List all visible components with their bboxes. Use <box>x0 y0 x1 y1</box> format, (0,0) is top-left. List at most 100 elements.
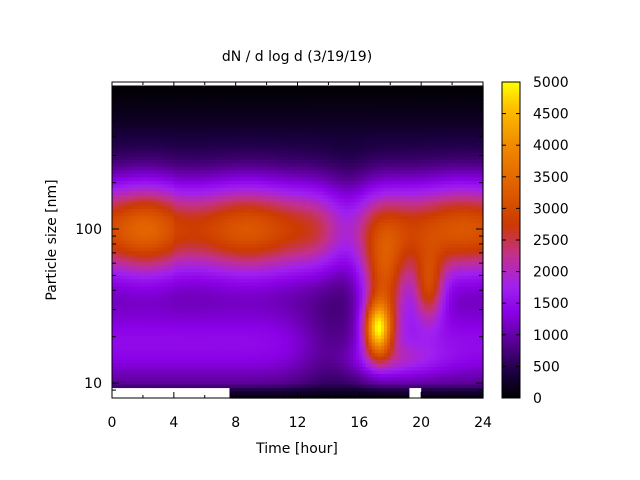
heatmap-cell <box>248 282 252 287</box>
heatmap-cell <box>226 208 231 213</box>
heatmap-cell <box>161 138 166 143</box>
heatmap-cell <box>266 359 271 364</box>
heatmap-cell <box>232 99 237 104</box>
heatmap-cell <box>217 120 221 125</box>
heatmap-cell <box>142 183 147 188</box>
heatmap-cell <box>118 131 122 136</box>
heatmap-cell <box>207 331 212 336</box>
heatmap-cell <box>201 292 206 297</box>
heatmap-cell <box>275 348 280 353</box>
heatmap-cell <box>176 292 181 297</box>
heatmap-cell <box>195 292 200 297</box>
heatmap-cell <box>269 313 274 318</box>
heatmap-cell <box>186 110 190 115</box>
heatmap-cell <box>158 303 163 308</box>
heatmap-cell <box>180 113 184 118</box>
heatmap-cell <box>195 334 200 339</box>
heatmap-cell <box>226 327 231 332</box>
heatmap-cell <box>133 341 138 346</box>
heatmap-cell <box>164 334 169 339</box>
heatmap-cell <box>164 296 169 301</box>
heatmap-cell <box>170 152 175 157</box>
heatmap-cell <box>170 204 175 209</box>
heatmap-cell <box>269 390 274 396</box>
heatmap-cell <box>254 345 258 350</box>
heatmap-cell <box>214 380 218 385</box>
heatmap-cell <box>112 299 116 304</box>
heatmap-cell <box>207 243 212 248</box>
heatmap-cell <box>238 310 243 315</box>
heatmap-cell <box>195 380 200 385</box>
heatmap-cell <box>176 152 181 157</box>
heatmap-cell <box>167 334 172 339</box>
heatmap-cell <box>158 166 163 171</box>
heatmap-cell <box>235 296 240 301</box>
heatmap-cell <box>226 201 231 206</box>
heatmap-cell <box>127 131 132 136</box>
heatmap-cell <box>229 162 234 167</box>
heatmap-cell <box>118 338 122 343</box>
heatmap-cell <box>229 320 234 325</box>
heatmap-cell <box>115 306 119 311</box>
heatmap-cell <box>285 120 289 125</box>
heatmap-cell <box>251 187 255 192</box>
heatmap-cell <box>282 240 286 245</box>
heatmap-cell <box>195 190 200 195</box>
heatmap-cell <box>180 85 184 90</box>
heatmap-cell <box>214 124 218 129</box>
heatmap-cell <box>139 176 144 181</box>
heatmap-cell <box>257 218 261 224</box>
heatmap-cell <box>130 120 135 125</box>
heatmap-cell <box>269 278 274 283</box>
heatmap-cell <box>263 85 268 90</box>
heatmap-cell <box>275 134 280 139</box>
heatmap-cell <box>149 166 153 171</box>
heatmap-cell <box>161 338 166 343</box>
heatmap-cell <box>189 169 193 174</box>
heatmap-cell <box>251 204 255 209</box>
heatmap-cell <box>152 148 156 153</box>
heatmap-cell <box>183 257 187 262</box>
heatmap-cell <box>269 99 274 104</box>
heatmap-cell <box>214 110 218 115</box>
heatmap-cell <box>272 264 277 269</box>
heatmap-cell <box>180 89 184 94</box>
heatmap-cell <box>244 338 249 343</box>
heatmap-cell <box>192 320 197 325</box>
heatmap-cell <box>204 215 209 220</box>
heatmap-cell <box>248 180 252 185</box>
heatmap-cell <box>275 268 280 273</box>
heatmap-cell <box>186 275 190 280</box>
heatmap-cell <box>146 243 150 248</box>
heatmap-cell <box>278 131 283 136</box>
heatmap-cell <box>158 362 163 367</box>
heatmap-cell <box>207 120 212 125</box>
heatmap-cell <box>121 190 125 195</box>
heatmap-cell <box>192 383 197 389</box>
heatmap-cell <box>142 187 147 192</box>
heatmap-cell <box>226 229 231 234</box>
heatmap-cell <box>180 310 184 315</box>
heatmap-cell <box>207 106 212 111</box>
heatmap-cell <box>285 383 289 389</box>
heatmap-cell <box>278 383 283 389</box>
heatmap-cell <box>217 306 221 311</box>
heatmap-cell <box>232 106 237 111</box>
heatmap-cell <box>133 261 138 266</box>
heatmap-cell <box>198 296 203 301</box>
heatmap-cell <box>272 261 277 266</box>
heatmap-cell <box>235 211 240 217</box>
heatmap-cell <box>285 106 289 111</box>
heatmap-cell <box>130 141 135 146</box>
heatmap-cell <box>195 268 200 273</box>
heatmap-cell <box>149 124 153 129</box>
heatmap-cell <box>232 180 237 185</box>
heatmap-cell <box>180 285 184 290</box>
heatmap-cell <box>164 127 169 132</box>
heatmap-cell <box>217 166 221 171</box>
heatmap-cell <box>139 85 144 90</box>
heatmap-cell <box>130 166 135 171</box>
heatmap-cell <box>155 299 159 304</box>
heatmap-cell <box>164 310 169 315</box>
heatmap-cell <box>257 362 261 367</box>
